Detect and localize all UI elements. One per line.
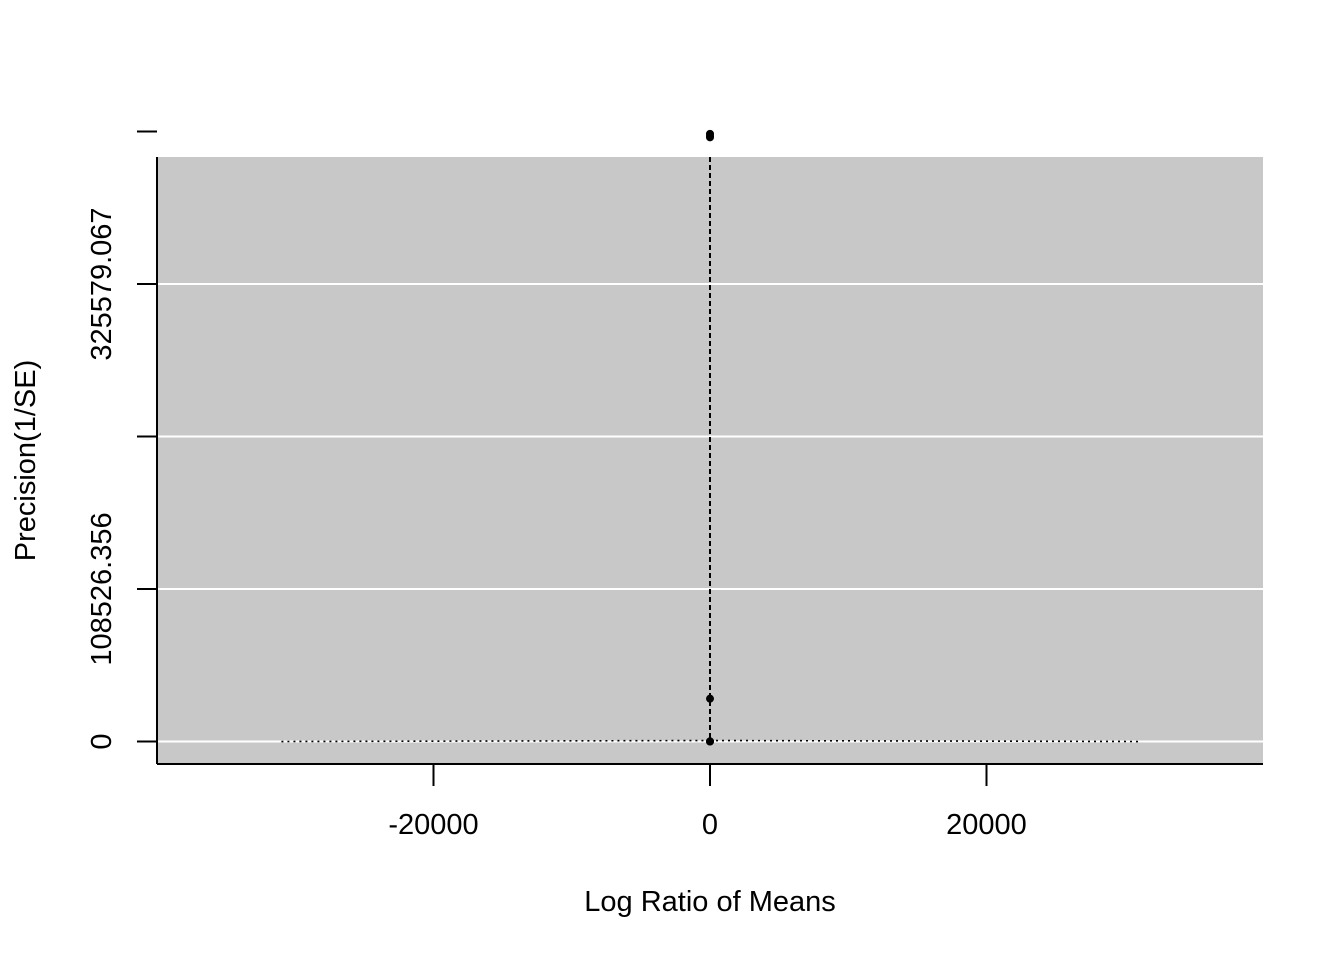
x-tick-label: 20000: [946, 809, 1027, 841]
funnel-layer: [281, 157, 1139, 743]
y-tick-label: 0: [86, 733, 118, 749]
x-tick-label: 0: [702, 809, 718, 841]
data-point: [706, 694, 714, 703]
data-point: [706, 737, 714, 746]
axes-layer: -20000 0 20000 0 108526.356 325579.067: [86, 130, 1263, 841]
x-tick-label: -20000: [388, 809, 478, 841]
points-layer: [706, 129, 714, 746]
y-tick-label: 325579.067: [86, 207, 118, 360]
x-axis-label: Log Ratio of Means: [584, 886, 835, 918]
y-axis-label: Precision(1/SE): [10, 360, 42, 561]
y-tick-label: 108526.356: [86, 512, 118, 665]
data-point: [706, 133, 714, 142]
